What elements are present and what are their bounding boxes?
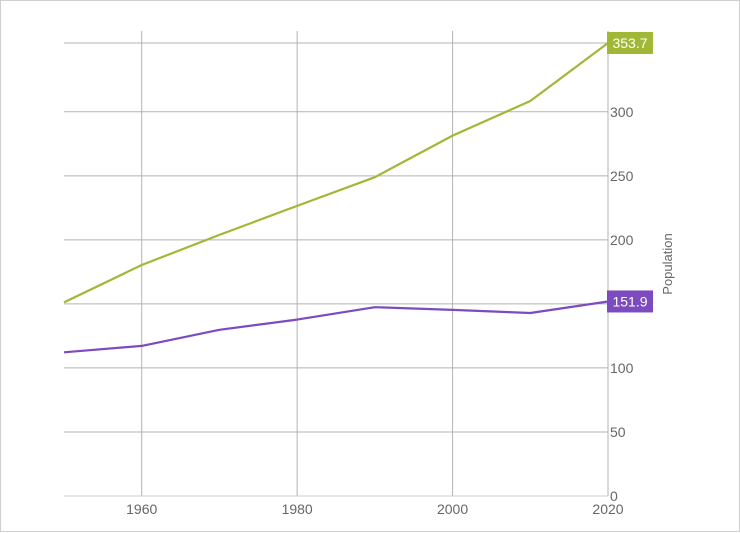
x-tick-label: 2000 (437, 501, 468, 517)
y-tick-label: 250 (610, 168, 634, 184)
end-label-box (607, 290, 653, 313)
series-group (63, 42, 609, 354)
y-tick-label: 100 (610, 360, 634, 376)
y-tick-label: 50 (610, 424, 626, 440)
series-line-2 (63, 300, 609, 354)
x-tick-label: 1980 (282, 501, 313, 517)
series-line-1 (63, 42, 609, 304)
end-label-1: 353.7 (607, 32, 653, 54)
end-label-2: 151.9 (607, 290, 653, 313)
tick-labels: 0501001502002503001960198020002020 (126, 104, 633, 517)
y-axis-label: Population (660, 233, 675, 294)
y-tick-label: 200 (610, 232, 634, 248)
end-label-box (607, 32, 653, 54)
end-label-text: 353.7 (612, 35, 647, 51)
end-labels: 353.7 151.9 (607, 32, 653, 313)
grid (64, 31, 609, 497)
end-label-text: 151.9 (612, 293, 647, 309)
y-tick-label: 0 (610, 488, 618, 504)
x-tick-label: 2020 (592, 501, 623, 517)
y-tick-label: 300 (610, 104, 634, 120)
x-tick-label: 1960 (126, 501, 157, 517)
